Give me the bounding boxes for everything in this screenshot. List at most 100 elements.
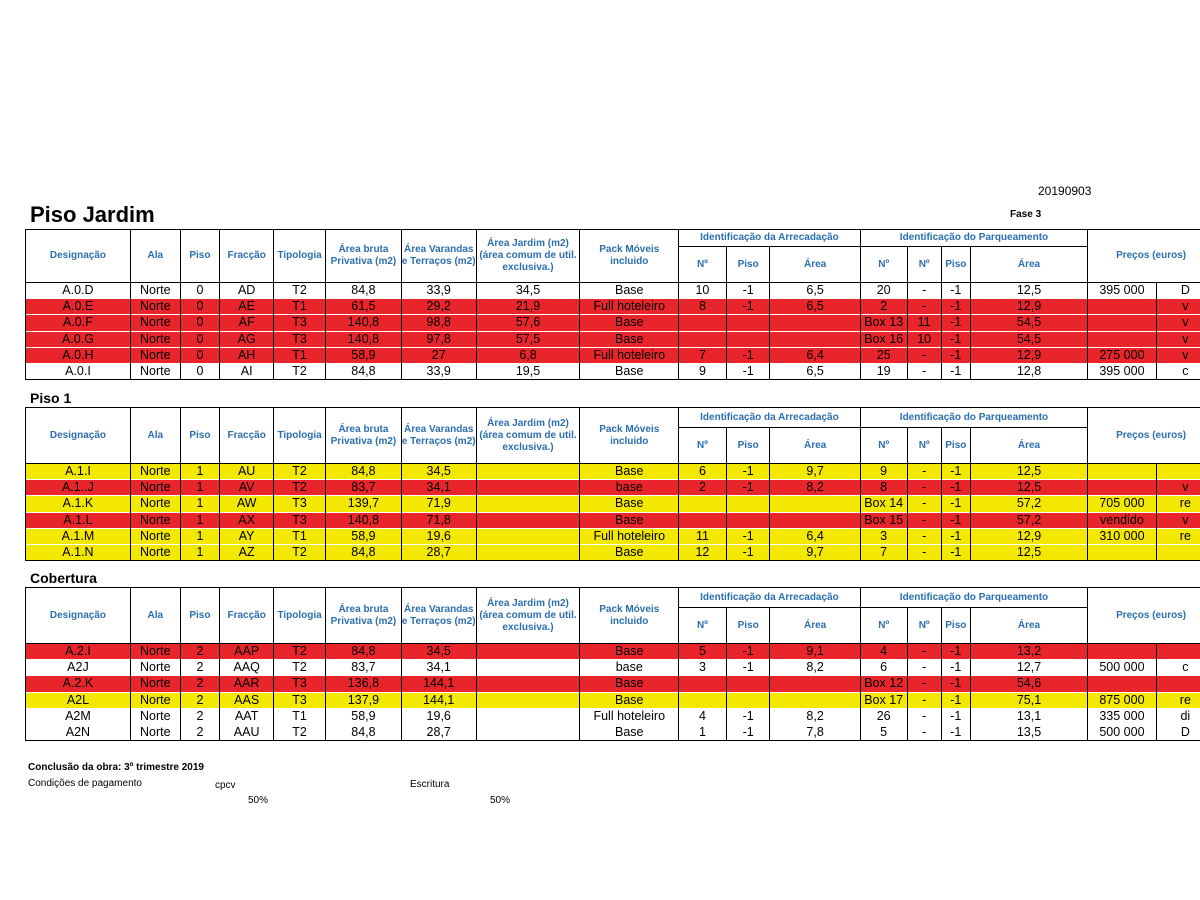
cell-park-area: 12,8: [969, 363, 1089, 381]
cell-area-jardim: [475, 708, 581, 725]
cell-arr-no: 6: [678, 463, 727, 480]
table-row: A.0.D Norte 0 AD T2 84,8 33,9 34,5 Base 10 -1 6,5 20…: [25, 282, 1200, 299]
cell-park-area: 12,9: [969, 347, 1089, 364]
col-header-precos: Preços (euros): [1087, 587, 1200, 644]
cell-area-bruta: 84,8: [325, 544, 402, 562]
cell-park-piso: -1: [940, 512, 971, 529]
table-row: A.0.H Norte 0 AH T1 58,9 27 6,8 Full hoteleiro 7-…: [25, 347, 1200, 364]
cell-arr-piso: -1: [725, 659, 771, 676]
cell-arr-area: 8,2: [769, 708, 861, 725]
cell-park-area: 75,1: [969, 692, 1089, 709]
cell-park-area: 12,5: [969, 463, 1089, 480]
col-header-park-no2: Nº: [906, 427, 942, 464]
section-title-cobertura: Cobertura: [30, 570, 97, 586]
cell-designacao: A.2.I: [25, 643, 131, 660]
cell-park-no2: -: [906, 675, 942, 693]
cell-arr-no: 9: [678, 363, 727, 381]
cell-pack: Base: [579, 643, 680, 660]
cell-arr-no: [678, 675, 727, 693]
cell-ala: Norte: [129, 282, 181, 299]
cell-area-bruta: 140,8: [325, 314, 402, 332]
cell-obs: di: [1155, 708, 1200, 725]
cell-ala: Norte: [129, 363, 181, 381]
cell-arr-area: [769, 331, 861, 348]
col-header-arr-no: Nº: [678, 246, 727, 283]
cell-park-no: Box 13: [859, 314, 908, 332]
cell-arr-piso: -1: [725, 528, 771, 545]
cell-park-piso: -1: [940, 528, 971, 545]
cell-park-no: 26: [859, 708, 908, 725]
cell-park-piso: -1: [940, 331, 971, 348]
col-header-area-varandas: Área Varandas e Terraços (m2): [400, 229, 477, 283]
cell-designacao: A2J: [25, 659, 131, 676]
cell-fraccao: AY: [219, 528, 275, 545]
cell-piso: 1: [179, 495, 221, 513]
cell-obs: v: [1155, 479, 1200, 496]
col-header-park-no2: Nº: [906, 246, 942, 283]
table-row: A.1.I Norte 1 AU T2 84,8 34,5 Base 6 -1 9,7 9- -1 12,…: [25, 463, 1200, 480]
col-header-arr-piso: Piso: [725, 246, 771, 283]
cell-pack: Base: [579, 512, 680, 529]
cell-tipologia: T3: [273, 331, 327, 348]
cell-fraccao: AX: [219, 512, 275, 529]
phase-label: Fase 3: [1010, 209, 1042, 220]
cell-arr-area: 6,5: [769, 298, 861, 315]
cell-park-piso: -1: [940, 692, 971, 709]
cell-park-no2: -: [906, 479, 942, 496]
cell-pack: Base: [579, 463, 680, 480]
cell-tipologia: T1: [273, 528, 327, 545]
col-header-pack: Pack Móveis incluido: [579, 587, 680, 644]
cell-park-piso: -1: [940, 347, 971, 364]
cell-piso: 1: [179, 463, 221, 480]
cell-park-no2: -: [906, 495, 942, 513]
col-header-fraccao: Fracção: [219, 229, 275, 283]
cell-obs: re: [1155, 528, 1200, 545]
cell-arr-no: [678, 314, 727, 332]
cell-area-bruta: 137,9: [325, 692, 402, 709]
cell-park-no: 25: [859, 347, 908, 364]
cell-area-varandas: 71,9: [400, 495, 477, 513]
cell-designacao: A.1.I: [25, 463, 131, 480]
cell-piso: 2: [179, 643, 221, 660]
cell-arr-piso: [725, 512, 771, 529]
cell-area-varandas: 33,9: [400, 282, 477, 299]
cell-area-jardim: 19,5: [475, 363, 581, 381]
cell-arr-piso: [725, 675, 771, 693]
cell-ala: Norte: [129, 347, 181, 364]
col-header-park-piso: Piso: [940, 427, 971, 464]
col-header-precos: Preços (euros): [1087, 407, 1200, 464]
cell-area-varandas: 34,1: [400, 479, 477, 496]
cell-park-area: 54,5: [969, 314, 1089, 332]
cell-arr-area: 9,7: [769, 544, 861, 562]
col-group-parqueamento: Identificação do Parqueamento: [859, 229, 1089, 247]
table-row: A.0.F Norte 0 AF T3 140,8 98,8 57,6 Base Box 13 11…: [25, 314, 1200, 332]
col-header-ala: Ala: [129, 229, 181, 283]
cell-designacao: A.0.E: [25, 298, 131, 315]
col-group-arrecadacao: Identificação da Arrecadação: [678, 407, 861, 428]
cell-designacao: A.1.M: [25, 528, 131, 545]
col-header-area-bruta: Área bruta Privativa (m2): [325, 407, 402, 464]
cell-arr-no: 11: [678, 528, 727, 545]
cell-designacao: A2M: [25, 708, 131, 725]
cell-fraccao: AAS: [219, 692, 275, 709]
cell-area-varandas: 34,5: [400, 643, 477, 660]
col-header-arr-no: Nº: [678, 427, 727, 464]
cell-fraccao: AG: [219, 331, 275, 348]
cell-park-no: 20: [859, 282, 908, 299]
cell-area-jardim: 57,6: [475, 314, 581, 332]
cell-tipologia: T2: [273, 363, 327, 381]
cell-piso: 2: [179, 724, 221, 742]
cell-preco: [1087, 331, 1157, 348]
cell-arr-piso: [725, 495, 771, 513]
cell-park-no: Box 12: [859, 675, 908, 693]
cell-park-no: 5: [859, 724, 908, 742]
col-header-tipologia: Tipologia: [273, 407, 327, 464]
table-row: A2J Norte 2 AAQ T2 83,7 34,1 base 3 -1 8,2 6- -1 12,7…: [25, 659, 1200, 676]
cell-arr-area: 6,5: [769, 282, 861, 299]
cell-arr-piso: -1: [725, 643, 771, 660]
cell-area-jardim: [475, 643, 581, 660]
cell-pack: Full hoteleiro: [579, 347, 680, 364]
cell-ala: Norte: [129, 331, 181, 348]
cell-pack: Base: [579, 724, 680, 742]
cell-area-jardim: [475, 528, 581, 545]
